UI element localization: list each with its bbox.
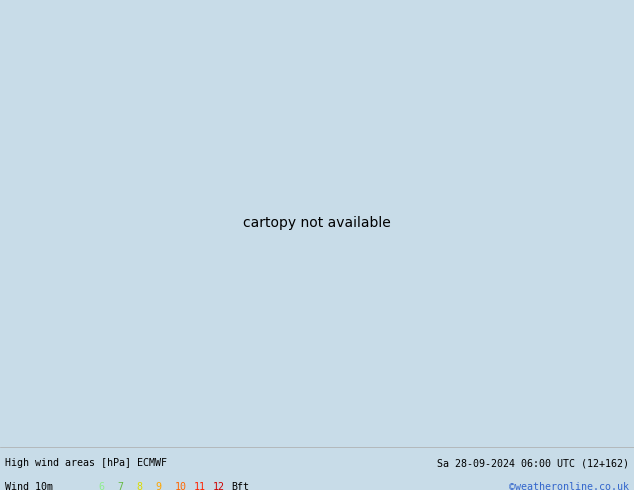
Text: Wind 10m: Wind 10m — [5, 482, 53, 490]
Text: cartopy not available: cartopy not available — [243, 216, 391, 230]
Text: 8: 8 — [136, 482, 142, 490]
Text: 10: 10 — [174, 482, 186, 490]
Text: 11: 11 — [193, 482, 205, 490]
Text: Sa 28-09-2024 06:00 UTC (12+162): Sa 28-09-2024 06:00 UTC (12+162) — [437, 458, 629, 468]
Text: 7: 7 — [117, 482, 123, 490]
Text: 6: 6 — [98, 482, 104, 490]
Text: High wind areas [hPa] ECMWF: High wind areas [hPa] ECMWF — [5, 458, 167, 468]
Text: ©weatheronline.co.uk: ©weatheronline.co.uk — [509, 482, 629, 490]
Text: 12: 12 — [212, 482, 224, 490]
Text: 9: 9 — [155, 482, 161, 490]
Text: Bft: Bft — [231, 482, 249, 490]
